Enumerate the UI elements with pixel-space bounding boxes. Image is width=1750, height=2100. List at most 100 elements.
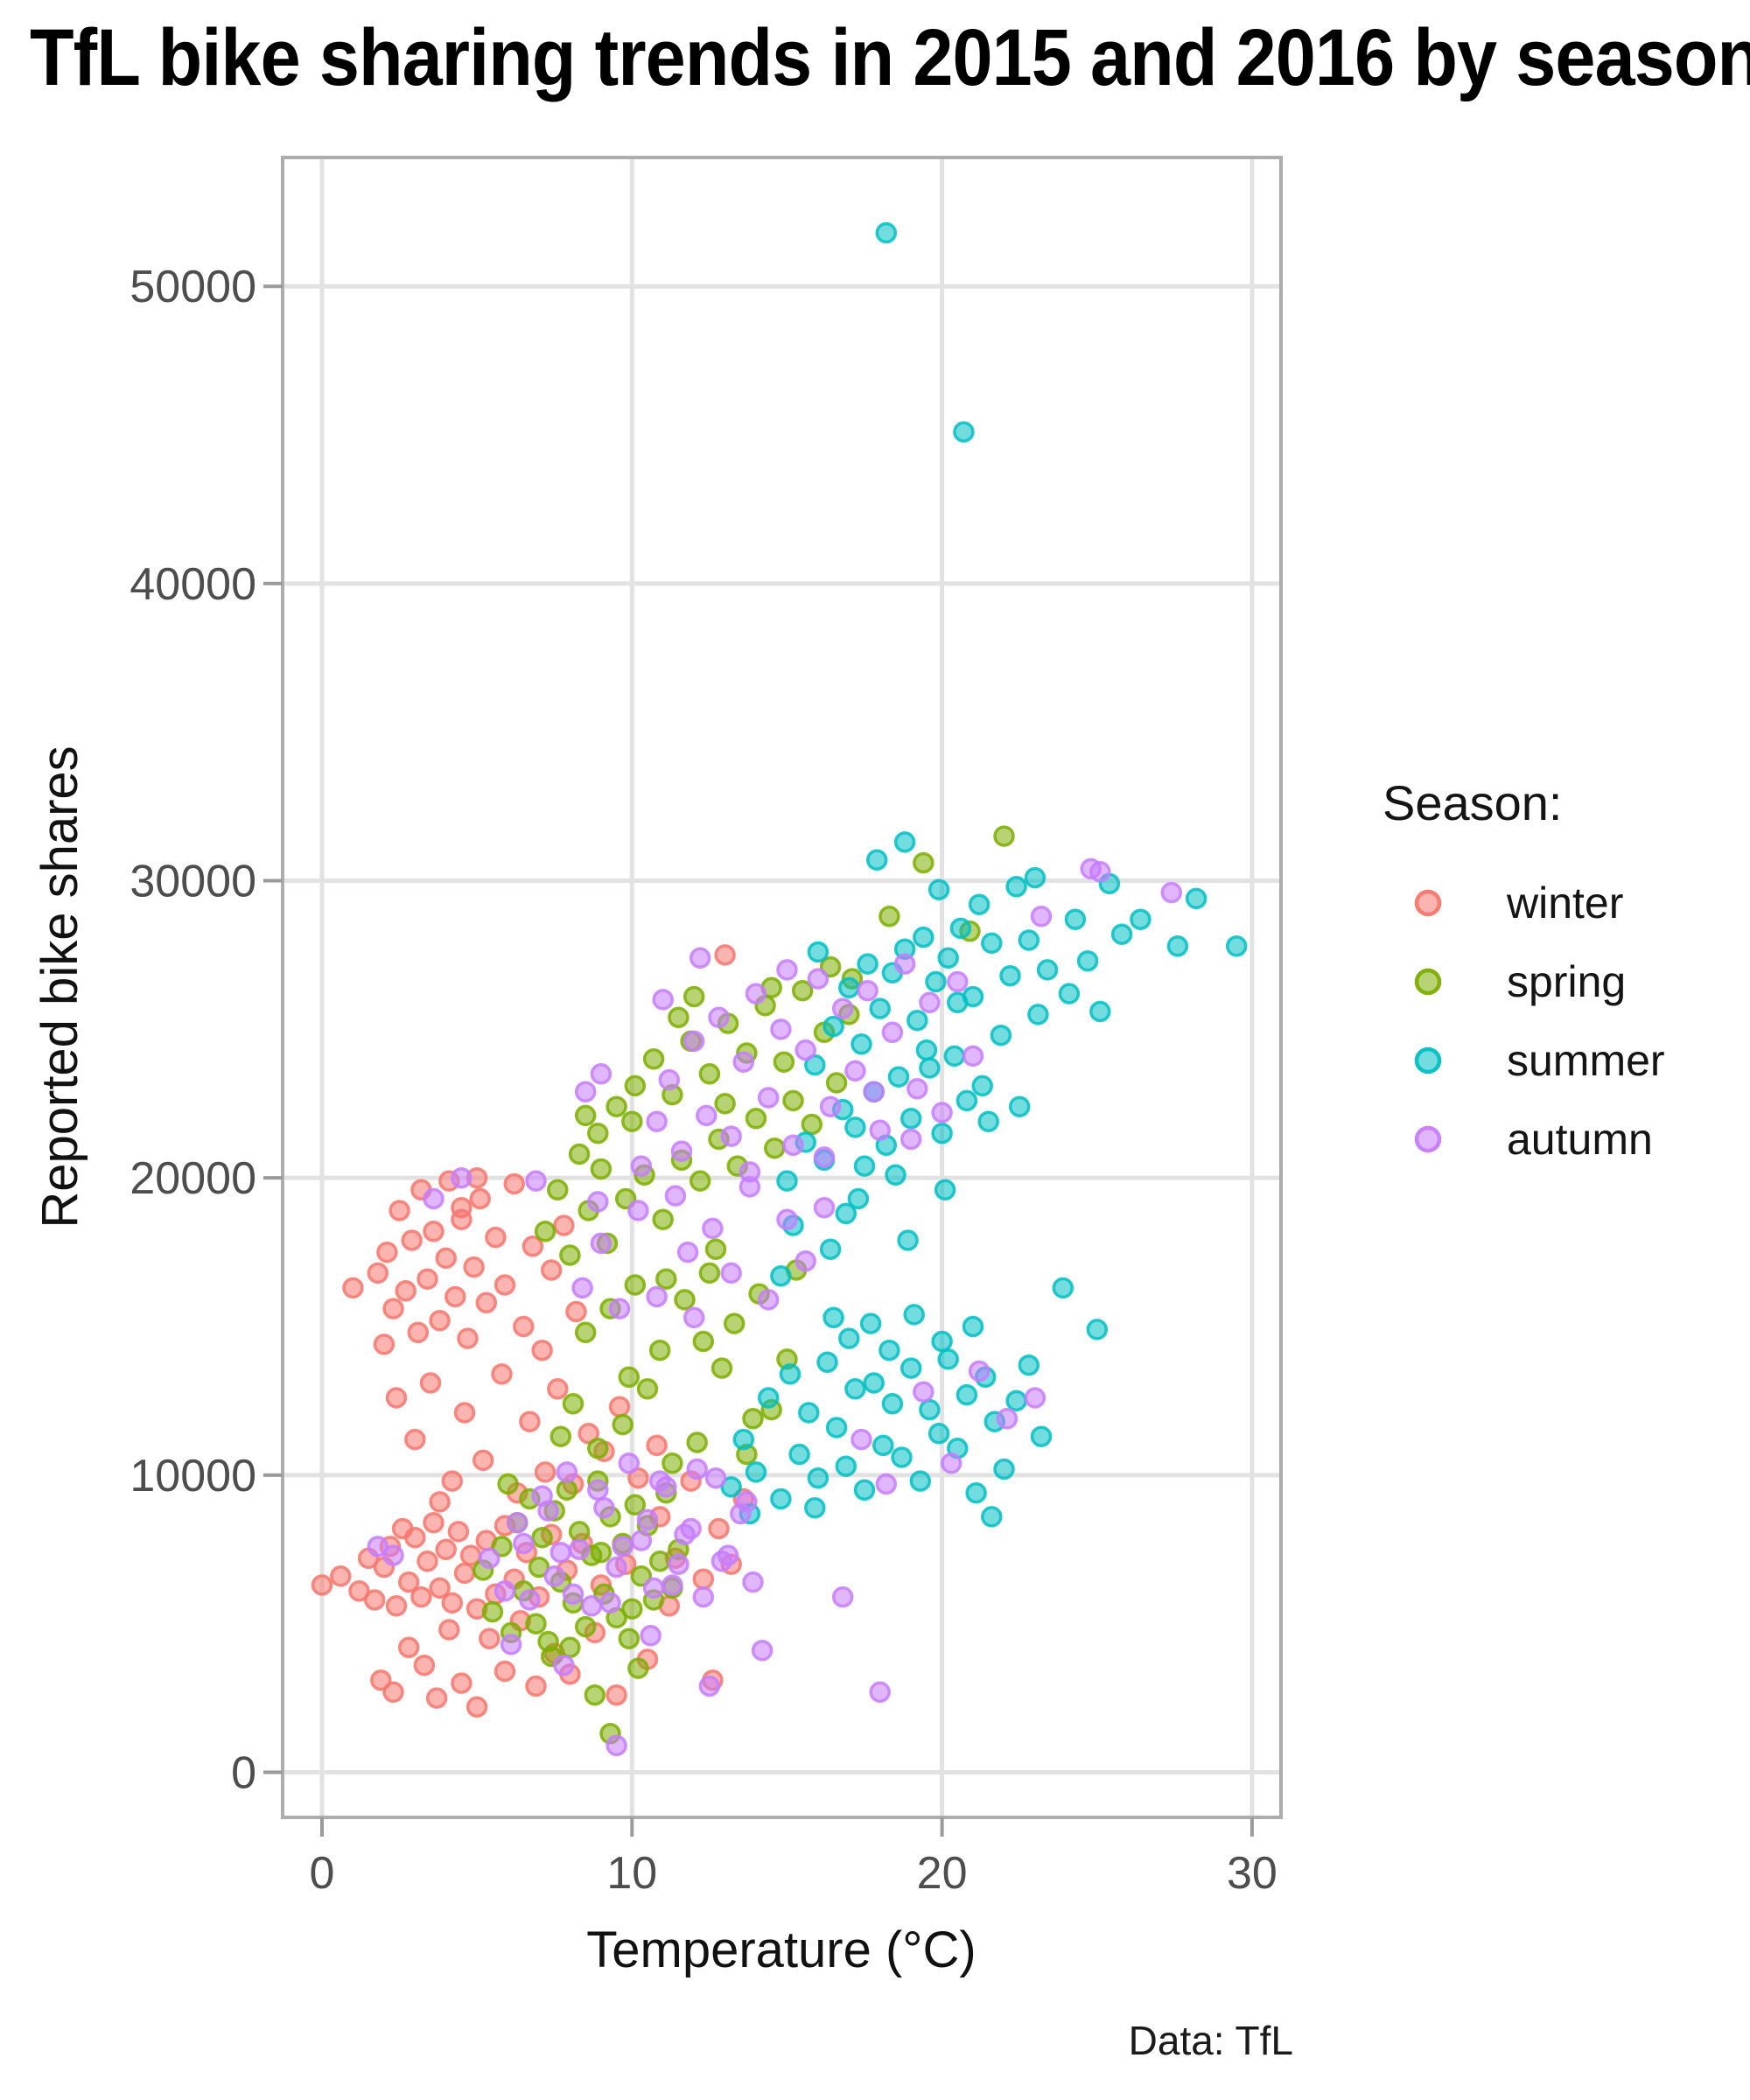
scatter-point — [844, 1378, 866, 1400]
scatter-point — [844, 1116, 866, 1138]
scatter-point — [692, 1586, 715, 1608]
scatter-point — [441, 1592, 464, 1614]
scatter-point — [528, 1556, 550, 1578]
scatter-point — [648, 1470, 671, 1492]
scatter-point — [736, 1491, 758, 1513]
scatter-point — [704, 1238, 727, 1260]
scatter-point — [627, 1200, 649, 1222]
scatter-point — [481, 1600, 504, 1623]
scatter-point — [655, 1268, 677, 1290]
scatter-point — [850, 1428, 872, 1451]
scatter-point — [714, 1093, 736, 1115]
scatter-point — [682, 1306, 705, 1329]
scatter-point — [900, 1128, 922, 1151]
scatter-point — [857, 953, 878, 975]
scatter-point — [606, 1734, 627, 1757]
scatter-point — [1027, 1004, 1049, 1026]
scatter-point — [457, 1327, 479, 1349]
scatter-point — [757, 1289, 780, 1311]
scatter-point — [525, 1675, 547, 1698]
scatter-point — [423, 1511, 444, 1534]
scatter-point — [770, 1488, 792, 1510]
scatter-point — [865, 849, 888, 872]
scatter-point — [782, 1134, 804, 1157]
scatter-point — [968, 1360, 990, 1382]
scatter-point — [642, 1577, 665, 1600]
y-axis-title: Reported bike shares — [32, 746, 88, 1228]
y-tick-label-0: 0 — [231, 1748, 256, 1799]
scatter-point — [947, 970, 969, 993]
scatter-point — [348, 1580, 370, 1602]
scatter-point — [698, 1063, 721, 1085]
scatter-point — [968, 893, 990, 915]
legend-marker-spring — [1414, 968, 1442, 996]
scatter-point — [451, 1196, 472, 1219]
scatter-point — [525, 1613, 547, 1634]
scatter-point — [962, 1045, 984, 1068]
scatter-point — [485, 1226, 507, 1249]
scatter-point — [710, 1550, 733, 1572]
scatter-point — [497, 1473, 519, 1495]
scatter-point — [782, 1089, 804, 1112]
scatter-point — [668, 1553, 690, 1575]
scatter-point — [1166, 935, 1189, 957]
scatter-point — [686, 1458, 708, 1480]
scatter-point — [416, 1268, 438, 1290]
scatter-point — [704, 1466, 727, 1489]
scatter-point — [513, 1315, 535, 1338]
scatter-point — [410, 1586, 432, 1608]
scatter-point — [550, 1425, 572, 1447]
scatter-point — [1005, 1390, 1027, 1412]
scatter-point — [652, 989, 674, 1011]
scatter-point — [662, 1574, 683, 1596]
scatter-point — [813, 1146, 836, 1168]
panel-border — [281, 156, 1283, 1819]
scatter-point — [919, 1398, 941, 1421]
scatter-point — [853, 1155, 876, 1177]
scatter-point — [770, 1018, 792, 1040]
x-tick-label-30: 30 — [1227, 1848, 1278, 1899]
scatter-point — [429, 1309, 451, 1332]
scatter-point — [835, 1455, 858, 1477]
legend-marker-winter — [1414, 889, 1442, 917]
scatter-point — [646, 1434, 668, 1457]
scatter-point — [416, 1550, 438, 1572]
scatter-point — [590, 1232, 612, 1255]
scatter-point — [674, 1523, 696, 1546]
legend-label-summer: summer — [1507, 1036, 1665, 1085]
scatter-point — [618, 1628, 640, 1649]
scatter-point — [568, 1538, 591, 1561]
scatter-point — [453, 1402, 476, 1424]
scatter-point — [732, 1428, 755, 1451]
scatter-point — [869, 998, 891, 1019]
scatter-point — [519, 1410, 541, 1432]
scatter-point — [627, 1657, 649, 1679]
scatter-point — [850, 1033, 872, 1055]
scatter-point — [686, 1432, 708, 1453]
scatter-point — [819, 1238, 842, 1260]
scatter-point — [404, 1526, 426, 1549]
scatter-point — [479, 1628, 500, 1649]
scatter-point — [822, 1015, 844, 1038]
scatter-point — [816, 1351, 838, 1374]
scatter-point — [934, 1179, 956, 1201]
scatter-point — [906, 1009, 928, 1032]
scatter-point — [971, 1074, 993, 1097]
scatter-point — [742, 1571, 764, 1593]
scatter-point — [891, 1446, 913, 1468]
scatter-point — [720, 1476, 742, 1498]
scatter-point — [900, 1357, 922, 1379]
scatter-point — [624, 1494, 647, 1516]
scatter-point — [863, 1372, 885, 1394]
scatter-point — [859, 1312, 882, 1334]
y-tick-label-10000: 10000 — [130, 1451, 256, 1502]
scatter-point — [692, 1330, 715, 1353]
scatter-point — [556, 1479, 578, 1502]
scatter-point — [819, 1096, 842, 1117]
scatter-point — [807, 1466, 830, 1489]
scatter-point — [931, 1330, 953, 1353]
scatter-point — [451, 1166, 472, 1189]
scatter-point — [928, 878, 950, 900]
scatter-point — [885, 1164, 906, 1186]
scatter-point — [682, 1030, 705, 1053]
